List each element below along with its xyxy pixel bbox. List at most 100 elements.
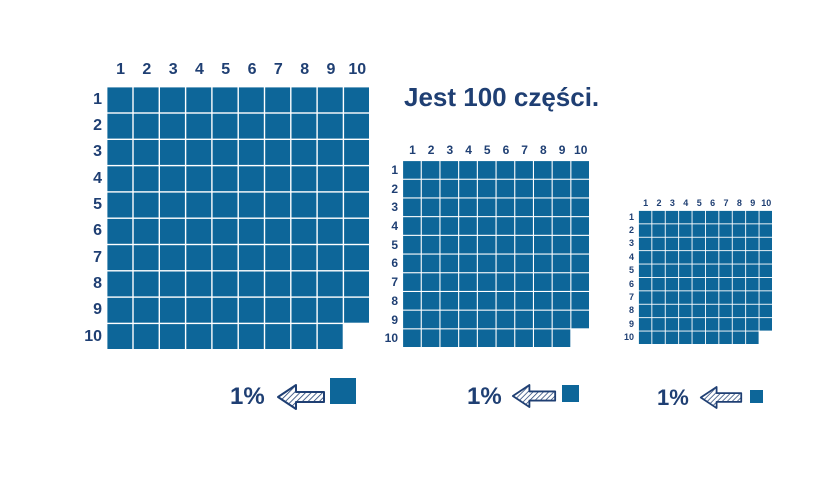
row-number-label: 2 bbox=[628, 225, 634, 236]
grid-cell bbox=[571, 254, 589, 273]
grid-cell bbox=[186, 218, 212, 244]
grid-cell bbox=[317, 87, 343, 113]
grid-cell bbox=[496, 273, 515, 291]
grid-cell bbox=[732, 264, 746, 277]
grid-cell bbox=[265, 271, 291, 297]
grid-cell bbox=[238, 218, 264, 244]
grid-cell bbox=[692, 251, 705, 264]
row-number-label: 4 bbox=[391, 219, 398, 233]
row-number-label: 10 bbox=[623, 332, 634, 343]
grid-cell bbox=[679, 210, 692, 224]
grid-cell bbox=[421, 329, 440, 347]
grid-cell bbox=[705, 277, 719, 291]
grid-cell bbox=[477, 292, 496, 310]
grid-cell bbox=[571, 292, 589, 310]
grid-cell bbox=[692, 237, 705, 251]
grid-cell bbox=[212, 297, 238, 323]
grid-cell bbox=[705, 318, 719, 331]
grid-cell bbox=[186, 324, 212, 349]
row-number-label: 10 bbox=[384, 331, 398, 346]
column-number-label: 5 bbox=[696, 198, 702, 208]
grid-cell bbox=[160, 297, 185, 323]
grid-cell bbox=[344, 192, 369, 218]
grid-cell bbox=[459, 198, 477, 217]
grid-cell bbox=[459, 292, 477, 310]
grid-cell bbox=[133, 166, 159, 192]
grid-cell bbox=[403, 254, 421, 273]
grid-cell bbox=[265, 192, 291, 218]
grid-cell bbox=[291, 192, 317, 218]
grid-cell bbox=[515, 198, 533, 217]
grid-cell bbox=[403, 198, 421, 217]
column-number-label: 2 bbox=[656, 198, 662, 208]
column-number-label: 10 bbox=[761, 198, 772, 208]
grid-cell bbox=[186, 113, 212, 139]
grid-cell bbox=[638, 277, 652, 291]
column-number-label: 3 bbox=[669, 198, 675, 208]
grid-cell bbox=[719, 251, 732, 264]
grid-cell bbox=[638, 264, 652, 277]
grid-cell bbox=[759, 304, 772, 318]
grid-cell bbox=[665, 237, 679, 251]
grid-cell bbox=[571, 198, 589, 217]
grid-background bbox=[638, 210, 773, 345]
grid-cell bbox=[746, 264, 759, 277]
column-number-label: 3 bbox=[168, 61, 178, 78]
grid-cell bbox=[665, 210, 679, 224]
grid-cell bbox=[638, 210, 652, 224]
grid-cell bbox=[746, 277, 759, 291]
grid-cell bbox=[459, 329, 477, 347]
grid-canvas bbox=[402, 160, 591, 349]
grid-cell bbox=[705, 210, 719, 224]
grid-cell bbox=[317, 166, 343, 192]
grid-cell bbox=[344, 87, 369, 113]
grid-cell bbox=[403, 273, 421, 291]
grid-cell bbox=[186, 192, 212, 218]
grid-cell bbox=[107, 271, 133, 297]
grid-cell bbox=[440, 235, 459, 254]
grid-cell bbox=[440, 179, 459, 198]
grid-cell bbox=[265, 166, 291, 192]
grid-cell bbox=[652, 331, 665, 344]
grid-cell bbox=[160, 113, 185, 139]
grid-cell bbox=[679, 331, 692, 344]
grid-cell bbox=[652, 210, 665, 224]
grid-cell bbox=[679, 251, 692, 264]
column-number-label: 4 bbox=[194, 61, 204, 78]
grid-cell bbox=[679, 318, 692, 331]
grid-cell bbox=[186, 140, 212, 165]
grid-cell bbox=[496, 179, 515, 198]
grid-cell bbox=[238, 271, 264, 297]
grid-cell bbox=[107, 324, 133, 349]
grid-cell bbox=[496, 161, 515, 179]
grid-cell bbox=[652, 251, 665, 264]
grid-cell bbox=[692, 304, 705, 318]
grid-cell bbox=[317, 324, 343, 349]
grid-cell bbox=[160, 166, 185, 192]
grid-cell bbox=[638, 291, 652, 304]
grid-cell bbox=[692, 224, 705, 237]
grid-cell bbox=[732, 251, 746, 264]
grid-cell bbox=[496, 292, 515, 310]
grid-cell bbox=[746, 331, 759, 344]
grid-cell bbox=[732, 318, 746, 331]
column-number-label: 3 bbox=[446, 143, 454, 157]
row-number-label: 7 bbox=[391, 275, 398, 290]
row-number-label: 1 bbox=[628, 211, 634, 222]
grid-cell bbox=[679, 304, 692, 318]
grid-cell bbox=[421, 198, 440, 217]
column-number-label: 2 bbox=[427, 143, 435, 157]
grid-cell bbox=[638, 331, 652, 344]
grid-cell bbox=[212, 218, 238, 244]
grid-cell bbox=[732, 224, 746, 237]
grid-cell bbox=[291, 218, 317, 244]
row-number-label: 3 bbox=[628, 238, 634, 249]
grid-cell bbox=[265, 245, 291, 271]
grid-cell bbox=[719, 277, 732, 291]
grid-cell bbox=[477, 198, 496, 217]
row-number-label: 4 bbox=[93, 169, 102, 187]
grid-cell bbox=[421, 179, 440, 198]
grid-cell bbox=[440, 310, 459, 329]
row-number-label: 5 bbox=[628, 265, 634, 276]
grid-cell bbox=[638, 224, 652, 237]
